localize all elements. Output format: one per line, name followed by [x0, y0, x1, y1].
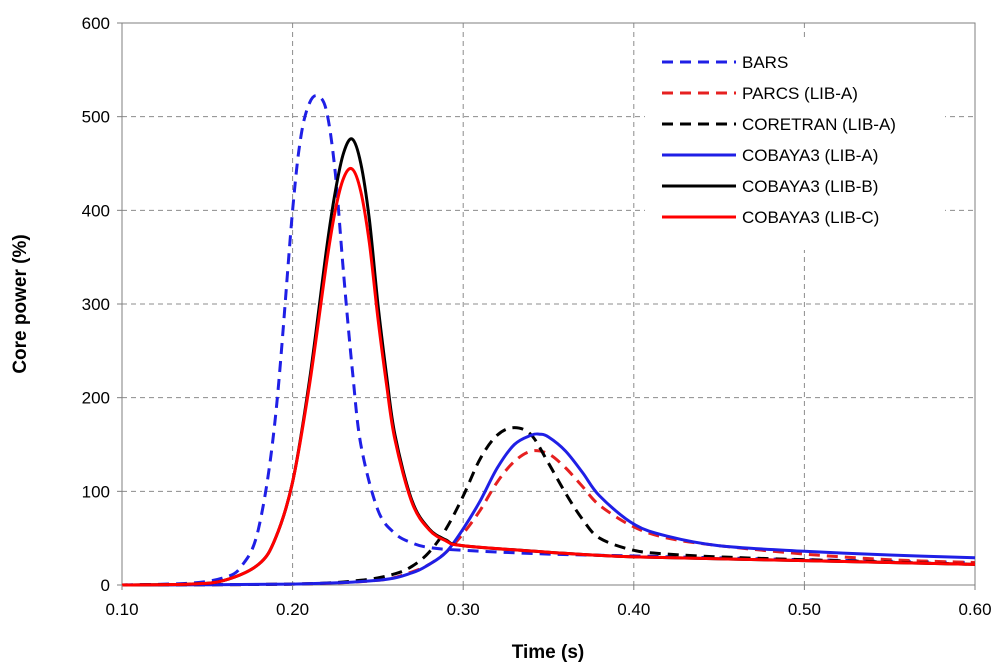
series-layer	[121, 94, 976, 587]
series-line-cobaya3-lib-c	[121, 166, 976, 587]
series-line-coretran-lib-a	[121, 426, 976, 587]
x-tick-label: 0.30	[447, 600, 480, 619]
legend-label-cobaya3-lib-a: COBAYA3 (LIB-A)	[742, 146, 878, 165]
y-tick-label: 600	[82, 14, 110, 33]
y-tick-label: 300	[82, 295, 110, 314]
x-tick-label: 0.50	[788, 600, 821, 619]
legend: BARS PARCS (LIB-A) CORETRAN (LIB-A) COBAYA3…	[645, 40, 945, 250]
y-tick-label: 400	[82, 201, 110, 220]
legend-label-cobaya3-lib-b: COBAYA3 (LIB-B)	[742, 177, 878, 196]
y-axis-title: Core power (%)	[10, 234, 31, 373]
legend-label-parcs-lib-a: PARCS (LIB-A)	[742, 84, 858, 103]
y-tick-label: 0	[101, 576, 110, 595]
legend-label-bars: BARS	[742, 53, 788, 72]
x-axis-title: Time (s)	[512, 642, 585, 663]
y-tick-label: 500	[82, 108, 110, 127]
legend-background	[645, 40, 945, 250]
series-line-bars	[121, 94, 976, 587]
x-tick-label: 0.40	[617, 600, 650, 619]
legend-label-coretran-lib-a: CORETRAN (LIB-A)	[742, 115, 896, 134]
x-tick-label: 0.20	[276, 600, 309, 619]
series-line-parcs-lib-a	[121, 449, 976, 587]
tick-layer: 0.10 0.20 0.30 0.40 0.50 0.60 0 100 200 300 400 500…	[82, 14, 992, 619]
x-tick-label: 0.60	[958, 600, 991, 619]
y-tick-label: 200	[82, 389, 110, 408]
y-tick-label: 100	[82, 482, 110, 501]
legend-label-cobaya3-lib-c: COBAYA3 (LIB-C)	[742, 208, 879, 227]
x-tick-label: 0.10	[105, 600, 138, 619]
series-line-cobaya3-lib-a	[121, 432, 976, 587]
